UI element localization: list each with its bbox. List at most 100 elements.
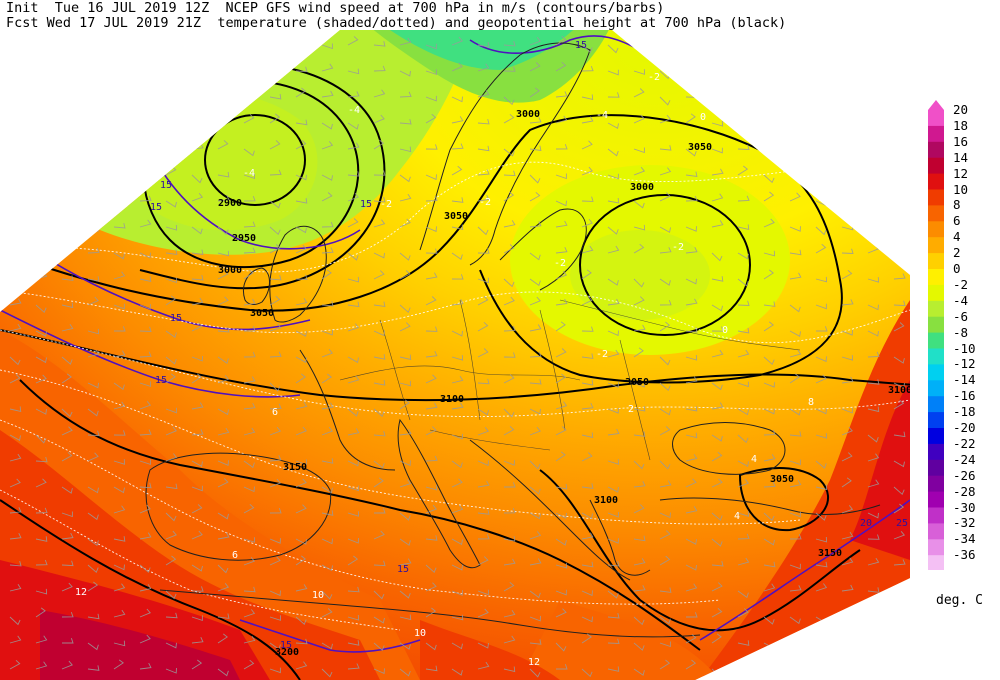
wind-barb (581, 196, 594, 202)
wind-barb (867, 64, 880, 72)
wind-barb (269, 70, 281, 79)
wind-barb (789, 480, 802, 488)
height-label: 3050 (444, 211, 468, 222)
cold-pool-east-core (570, 230, 710, 320)
wind-barb (35, 67, 48, 74)
jet-contour-east (699, 499, 910, 641)
wind-barb (763, 429, 776, 436)
wind-barb (113, 583, 126, 592)
wind-barb (633, 381, 645, 388)
wind-barb (87, 430, 100, 437)
wind-barb (243, 403, 256, 410)
wind-barb (399, 642, 411, 650)
wind-barb (399, 91, 412, 98)
wind-barb (321, 63, 334, 72)
wind-barb (61, 219, 74, 228)
wind-barb (373, 616, 385, 624)
wind-barb (113, 459, 125, 465)
jet-contour-atlantic (0, 309, 301, 398)
wind-barb (87, 148, 99, 157)
wind-barb (789, 511, 801, 518)
wind-barb (425, 351, 438, 358)
wind-barb (451, 62, 463, 72)
wind-barb (9, 434, 21, 441)
wind-barb (711, 402, 724, 410)
wind-barb (425, 582, 437, 592)
coast-british-isles (269, 225, 327, 323)
wind-barb (191, 226, 203, 235)
wind-barb (659, 480, 672, 488)
wind-barb (867, 406, 880, 413)
wind-barb (347, 586, 360, 593)
wind-barb (581, 616, 593, 623)
colorbar-tick-label: 2 (953, 245, 961, 261)
wind-barb (295, 66, 308, 73)
wind-barb (581, 532, 594, 540)
wind-barb (607, 278, 619, 286)
contour-3200 (0, 499, 301, 680)
wind-barb (139, 662, 152, 670)
wind-barb (373, 560, 386, 567)
temp-label: -2 (596, 349, 608, 360)
wind-barb (737, 479, 750, 488)
wind-barb (867, 479, 880, 488)
wind-barb (295, 459, 307, 466)
wind-barb (529, 221, 542, 228)
wind-barb (555, 589, 567, 596)
wind-barb (87, 538, 99, 547)
wind-barb (737, 114, 749, 124)
wind-label: 15 (575, 40, 587, 51)
wind-barb (685, 432, 698, 439)
wind-barb (217, 532, 230, 540)
wind-barb (737, 608, 749, 618)
wind-barb (815, 165, 827, 176)
wind-barb (113, 350, 126, 358)
wind-barb (503, 170, 516, 177)
wind-barb (685, 278, 697, 285)
wind-barb (685, 659, 697, 670)
wind-barb (61, 194, 74, 202)
wind-barb (477, 460, 489, 467)
wind-barb (737, 590, 749, 599)
wind-barb (477, 277, 489, 284)
wind-barb (113, 564, 125, 571)
wind-barb (243, 460, 255, 469)
wind-barb (139, 459, 151, 466)
wind-barb (841, 531, 854, 540)
colorbar-swatch (928, 221, 944, 238)
wind-barb (867, 220, 880, 228)
wind-barb (711, 451, 723, 462)
wind-barb (451, 433, 463, 440)
wind-barb (243, 195, 256, 202)
wind-barb (113, 536, 126, 542)
wind-barb (61, 582, 73, 592)
wind-barb (867, 148, 879, 154)
isotherm-10 (0, 489, 401, 631)
wind-barb (841, 330, 853, 336)
wind-barb (9, 323, 22, 332)
warm-zone-east-med (520, 600, 720, 680)
wind-barb (737, 327, 750, 334)
wind-barb (347, 171, 360, 177)
wind-barb (867, 44, 879, 54)
wind-barb (711, 66, 724, 72)
coast-black-sea (672, 422, 786, 475)
wind-barb (35, 434, 47, 444)
wind-barb (607, 486, 619, 493)
wind-barb (165, 65, 178, 72)
wind-barb (217, 42, 230, 49)
wind-barb (321, 301, 334, 307)
wind-barb (607, 349, 620, 358)
wind-barb (685, 226, 697, 232)
wind-barb (217, 375, 230, 384)
wind-barb (581, 403, 594, 410)
wind-barb (399, 558, 412, 566)
contour-3100-south (539, 469, 861, 632)
wind-barb (35, 635, 48, 644)
wind-barb (893, 531, 906, 540)
wind-barb (425, 326, 438, 332)
colorbar-tick-label: -36 (953, 547, 976, 563)
wind-barb (581, 380, 594, 386)
wind-barb (61, 142, 74, 150)
wind-barb (841, 269, 853, 280)
